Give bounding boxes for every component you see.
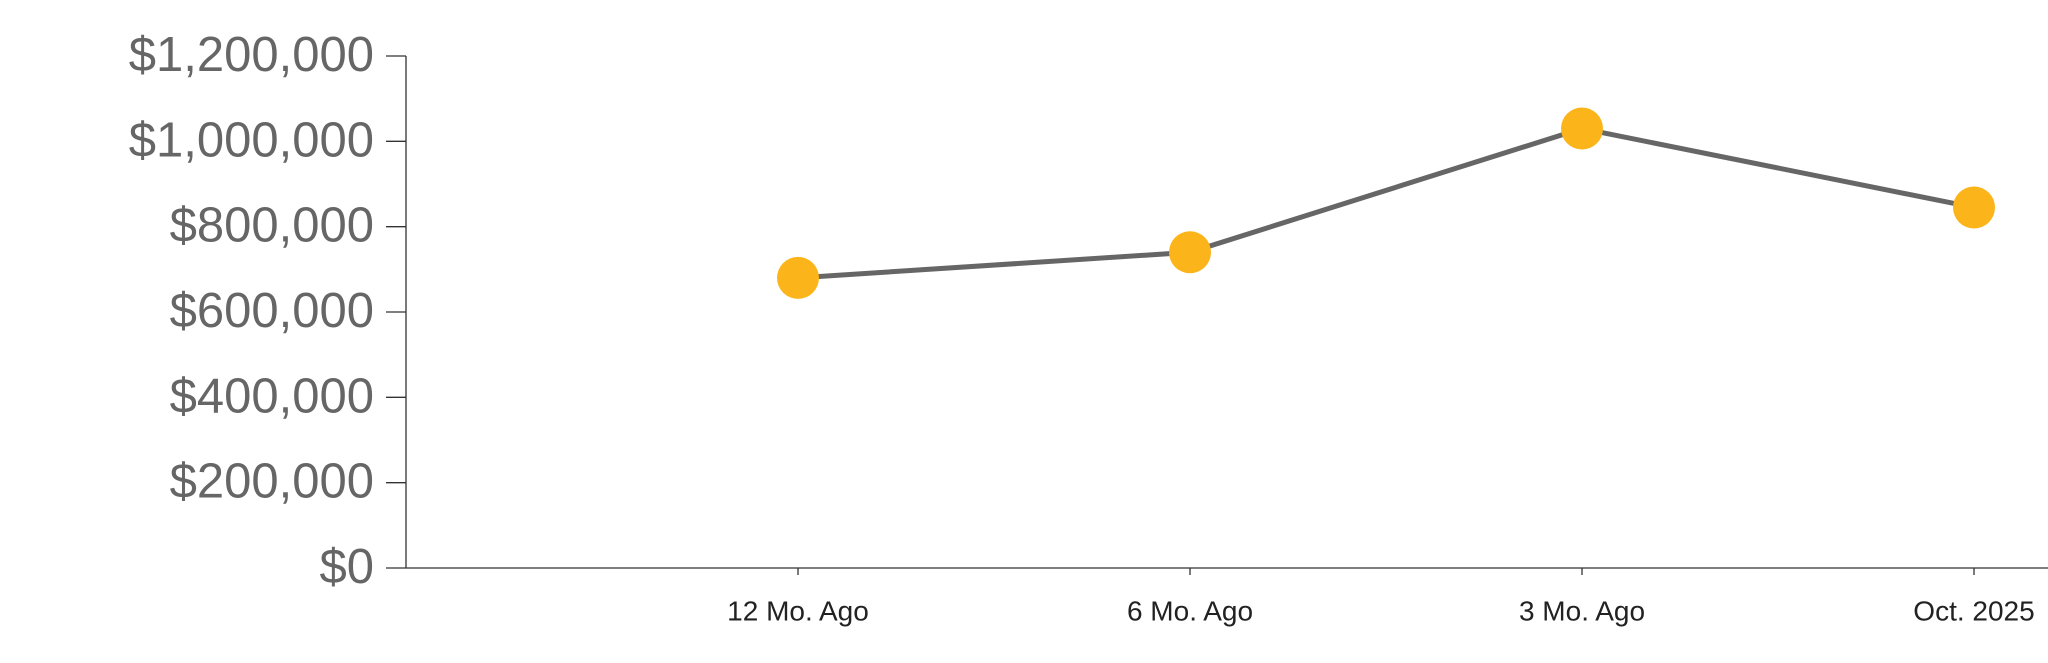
point xyxy=(1169,231,1211,274)
y-tick-label: $200,000 xyxy=(170,455,374,509)
line xyxy=(797,125,1975,281)
y-tick-label: $400,000 xyxy=(170,369,374,423)
y-tick-label: $800,000 xyxy=(170,199,374,253)
x-tick-label: Oct. 2025 xyxy=(1913,595,2034,626)
y-tick-label: $0 xyxy=(319,540,374,594)
point xyxy=(1561,107,1603,150)
y-tick-label: $1,200,000 xyxy=(129,28,374,82)
y-tick-label: $1,000,000 xyxy=(129,113,374,167)
x-tick-label: 6 Mo. Ago xyxy=(1127,595,1253,626)
y-tick-label: $600,000 xyxy=(170,284,374,338)
x-tick-label: 12 Mo. Ago xyxy=(727,595,869,626)
x-tick-label: 3 Mo. Ago xyxy=(1519,595,1645,626)
point xyxy=(1953,186,1995,229)
point xyxy=(777,256,819,299)
